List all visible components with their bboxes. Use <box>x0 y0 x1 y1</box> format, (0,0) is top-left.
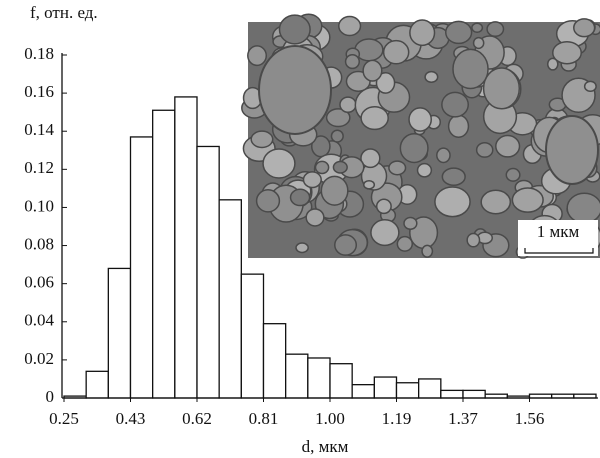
bar <box>219 200 241 398</box>
grain <box>306 209 324 226</box>
grain <box>389 161 406 175</box>
bar <box>441 390 463 398</box>
inset-image: 1 мкм <box>242 14 600 258</box>
x-tick-label: 0.43 <box>116 409 146 428</box>
grain <box>263 149 295 178</box>
grain <box>496 136 520 157</box>
y-tick-label: 0.04 <box>24 311 54 330</box>
grain <box>384 41 409 64</box>
x-axis-label: d, мкм <box>302 437 349 456</box>
grain <box>339 16 361 35</box>
grain <box>446 21 472 43</box>
grain <box>361 107 388 130</box>
grain <box>437 148 450 162</box>
grain <box>442 168 465 185</box>
grain <box>435 187 470 217</box>
grain <box>442 92 468 117</box>
y-axis-label: f, отн. ед. <box>30 3 98 22</box>
grain <box>355 39 383 61</box>
grain <box>449 115 469 137</box>
grain <box>291 189 310 205</box>
y-tick-label: 0.10 <box>24 196 54 215</box>
grain <box>506 169 520 182</box>
y-tick-label: 0.18 <box>24 44 54 63</box>
y-tick-label: 0.16 <box>24 82 54 101</box>
bar <box>241 274 263 398</box>
grain <box>484 68 520 109</box>
grain <box>346 55 360 69</box>
scale-label: 1 мкм <box>537 222 580 241</box>
y-tick-label: 0.06 <box>24 273 54 292</box>
bar <box>352 385 374 398</box>
bar <box>330 364 352 398</box>
bar <box>197 146 219 398</box>
grain <box>472 23 482 32</box>
x-tick-label: 0.62 <box>182 409 212 428</box>
x-tick-label: 0.81 <box>249 409 279 428</box>
x-tick-label: 0.25 <box>49 409 79 428</box>
bar <box>131 137 153 398</box>
grain <box>546 116 598 184</box>
grain <box>410 20 435 45</box>
grain <box>331 130 343 142</box>
grain <box>335 235 356 255</box>
bar <box>397 383 419 398</box>
grain <box>397 237 412 251</box>
grain <box>477 143 493 157</box>
grain <box>453 49 488 88</box>
y-tick-label: 0.08 <box>24 234 54 253</box>
grain <box>279 15 310 44</box>
grain <box>474 38 484 49</box>
grain <box>296 243 308 252</box>
bar <box>153 110 175 398</box>
bar <box>108 268 130 398</box>
grain <box>418 164 432 177</box>
grain <box>363 60 382 81</box>
grain <box>585 81 597 91</box>
grain <box>425 72 438 83</box>
grain <box>377 199 391 213</box>
y-tick-label: 0 <box>46 387 55 406</box>
x-tick-label: 1.56 <box>515 409 545 428</box>
y-tick-label: 0.12 <box>24 158 54 177</box>
grain <box>333 162 347 173</box>
x-tick-label: 1.37 <box>448 409 478 428</box>
grain <box>340 97 356 112</box>
bar <box>286 354 308 398</box>
grain <box>371 220 399 246</box>
grain <box>574 19 595 37</box>
bar <box>175 97 197 398</box>
grain <box>467 233 479 246</box>
grain <box>409 108 431 131</box>
grain <box>400 134 428 163</box>
bar <box>419 379 441 398</box>
chart: f, отн. ед. d, мкм 1 мкм 0 0.02 0.04 0.06 0.… <box>0 0 600 458</box>
grain <box>512 188 543 212</box>
grain <box>259 46 331 134</box>
grain <box>248 46 266 65</box>
y-tick-label: 0.14 <box>24 120 54 139</box>
grain <box>404 218 417 230</box>
bar <box>264 324 286 398</box>
x-tick-label: 1.00 <box>315 409 345 428</box>
grain <box>321 176 347 205</box>
grain <box>257 190 280 212</box>
y-tick-label: 0.02 <box>24 349 54 368</box>
grain <box>422 245 432 257</box>
grain <box>316 161 329 173</box>
grain <box>481 190 510 213</box>
bar <box>308 358 330 398</box>
grain <box>303 172 321 188</box>
bar <box>86 371 108 398</box>
grain <box>567 193 600 223</box>
x-tick-label: 1.19 <box>382 409 412 428</box>
bar <box>463 390 485 398</box>
grain <box>251 131 273 147</box>
grain <box>553 42 581 64</box>
bar <box>374 377 396 398</box>
grain <box>364 181 375 189</box>
grain <box>487 22 503 36</box>
